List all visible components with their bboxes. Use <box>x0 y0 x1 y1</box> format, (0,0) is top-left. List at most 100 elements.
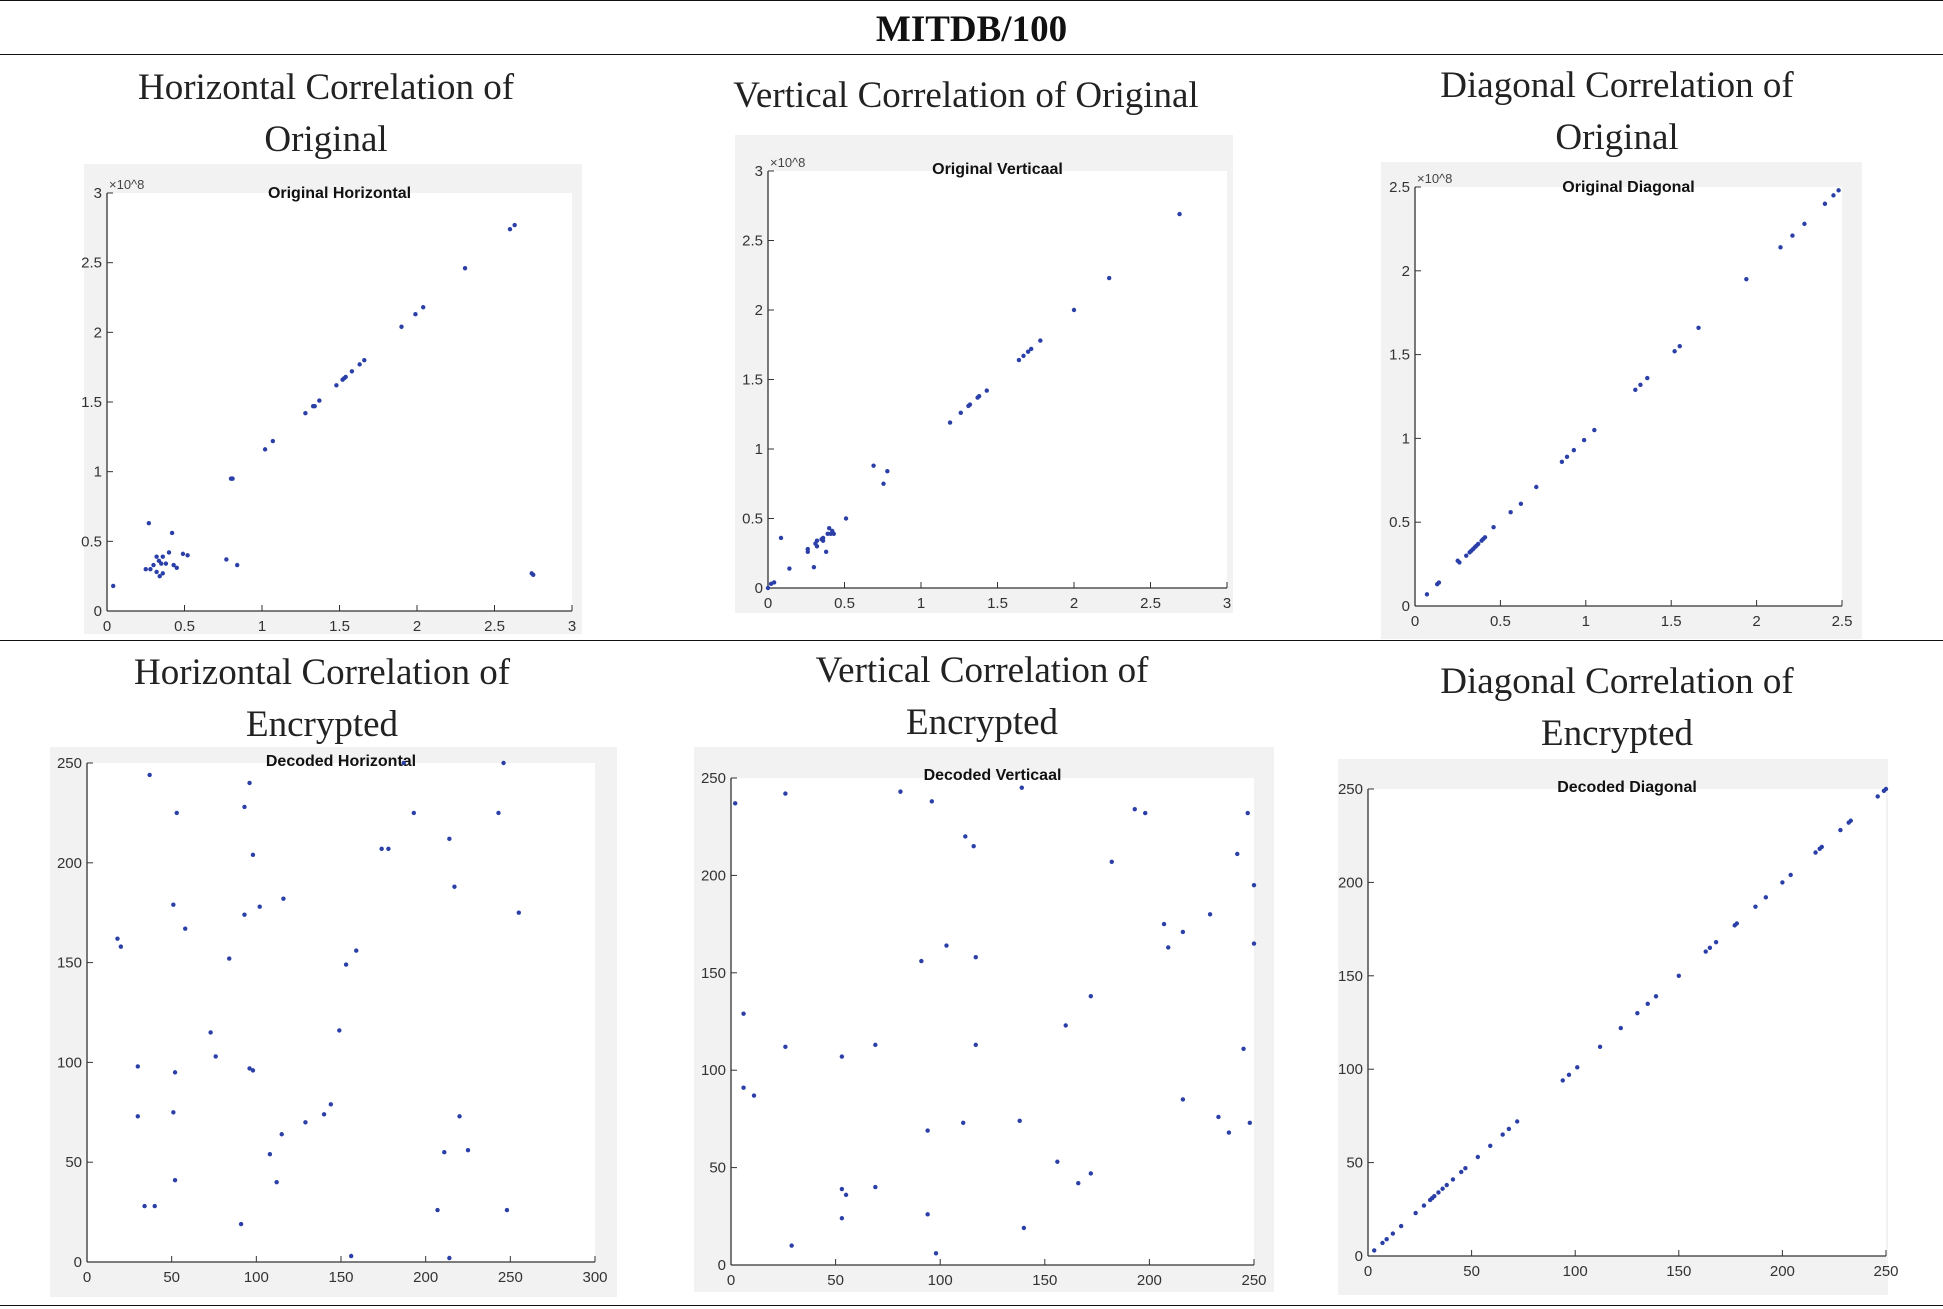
data-point <box>1753 904 1758 909</box>
data-point <box>967 402 973 407</box>
x-tick-label: 1.5 <box>329 618 350 635</box>
data-point <box>1251 941 1257 946</box>
data-point <box>501 760 506 766</box>
y-tick-label: 50 <box>1346 1155 1363 1172</box>
plot-area <box>731 778 1254 1265</box>
data-point <box>447 1255 452 1261</box>
x-tick-label: 1.5 <box>1661 613 1682 630</box>
data-point <box>839 1216 845 1221</box>
data-point <box>1645 1001 1650 1007</box>
heading-line: Encrypted <box>905 702 1059 743</box>
heading-line: Original <box>264 119 388 160</box>
data-point <box>496 810 501 816</box>
data-point <box>814 544 820 549</box>
data-point <box>771 580 777 585</box>
y-tick-label: 0 <box>94 603 102 620</box>
data-point <box>820 538 826 543</box>
data-point <box>1514 1119 1520 1124</box>
data-point <box>154 569 159 575</box>
x-tick-label: 250 <box>498 1269 523 1286</box>
data-point <box>1475 541 1481 547</box>
data-point <box>873 1184 878 1190</box>
data-point <box>825 531 830 536</box>
y-tick-label: 1.5 <box>1389 347 1410 364</box>
y-tick-label: 0 <box>1402 598 1410 615</box>
data-point <box>447 836 452 842</box>
data-point <box>1744 276 1749 282</box>
data-point <box>180 551 186 557</box>
data-point <box>357 362 362 367</box>
header-rule <box>0 54 1943 55</box>
plot-area <box>107 193 572 611</box>
data-point <box>270 438 276 444</box>
x-tick-label: 0 <box>103 618 111 635</box>
x-tick-label: 50 <box>827 1272 844 1289</box>
data-point <box>1019 785 1024 790</box>
data-point <box>166 550 172 555</box>
data-point <box>1464 553 1469 558</box>
x-tick-label: 3 <box>568 618 576 635</box>
data-point <box>1638 382 1643 387</box>
data-point <box>1475 1154 1481 1160</box>
data-point <box>1713 939 1719 945</box>
data-point <box>1559 459 1565 465</box>
y-tick-label: 100 <box>1338 1061 1363 1078</box>
x-tick-label: 150 <box>1666 1263 1691 1280</box>
data-point <box>1180 929 1186 935</box>
data-point <box>823 549 829 555</box>
data-point <box>741 1011 746 1016</box>
data-point <box>1677 344 1682 349</box>
data-point <box>411 810 417 816</box>
axis-multiplier: ×10^8 <box>1417 171 1452 186</box>
data-point <box>1207 912 1213 917</box>
data-point <box>765 585 771 591</box>
data-point <box>1822 201 1828 206</box>
y-tick-label: 100 <box>701 1062 726 1079</box>
y-tick-label: 2 <box>94 324 102 341</box>
data-point <box>805 549 810 555</box>
data-point <box>751 1093 757 1098</box>
x-tick-label: 2 <box>1752 613 1760 630</box>
data-point <box>242 804 247 810</box>
y-tick-label: 0 <box>718 1257 726 1274</box>
x-tick-label: 2 <box>1070 595 1078 612</box>
data-point <box>303 410 308 416</box>
data-point <box>787 566 792 571</box>
data-point <box>531 572 536 577</box>
scatter-plot: 0 0.5 1 1.5 2 2.5 3 0 0.5 1 1.5 2 2.5 3 ×10^8 Original … <box>735 135 1233 613</box>
y-tick-label: 2 <box>755 302 763 319</box>
data-point <box>401 760 406 766</box>
heading-line: Vertical Correlation of <box>815 650 1149 691</box>
table-title: MITDB/100 <box>875 9 1068 50</box>
data-point <box>831 531 836 536</box>
data-point <box>279 1132 284 1137</box>
data-point <box>238 1221 244 1227</box>
heading-line: Encrypted <box>245 704 399 745</box>
x-tick-label: 150 <box>328 1269 353 1286</box>
scatter-plot: 0 50 100 150 200 250 0 50 100 150 200 250 Decoded Di… <box>1338 759 1899 1295</box>
axis-multiplier: ×10^8 <box>770 155 805 170</box>
top-rule <box>0 0 1943 1</box>
y-tick-label: 0 <box>1355 1248 1363 1265</box>
x-tick-label: 0.5 <box>174 618 195 635</box>
data-point <box>303 1120 308 1125</box>
x-tick-label: 2.5 <box>1140 595 1161 612</box>
data-point <box>933 1251 939 1256</box>
data-point <box>1635 1010 1640 1016</box>
data-point <box>1076 1180 1081 1186</box>
plot-title: Original Horizontal <box>268 185 411 202</box>
data-point <box>839 1054 845 1059</box>
data-point <box>247 780 252 786</box>
heading-line: Horizontal Correlation of <box>133 652 511 693</box>
data-point <box>146 521 152 526</box>
data-point <box>257 904 262 909</box>
data-point <box>143 567 148 572</box>
x-tick-label: 200 <box>413 1269 438 1286</box>
data-point <box>881 481 886 486</box>
y-tick-label: 1.5 <box>81 394 102 411</box>
plot-title: Decoded Verticaal <box>924 767 1062 784</box>
y-tick-label: 200 <box>701 867 726 884</box>
data-point <box>462 266 468 271</box>
data-point <box>1436 580 1442 585</box>
data-point <box>118 944 124 949</box>
